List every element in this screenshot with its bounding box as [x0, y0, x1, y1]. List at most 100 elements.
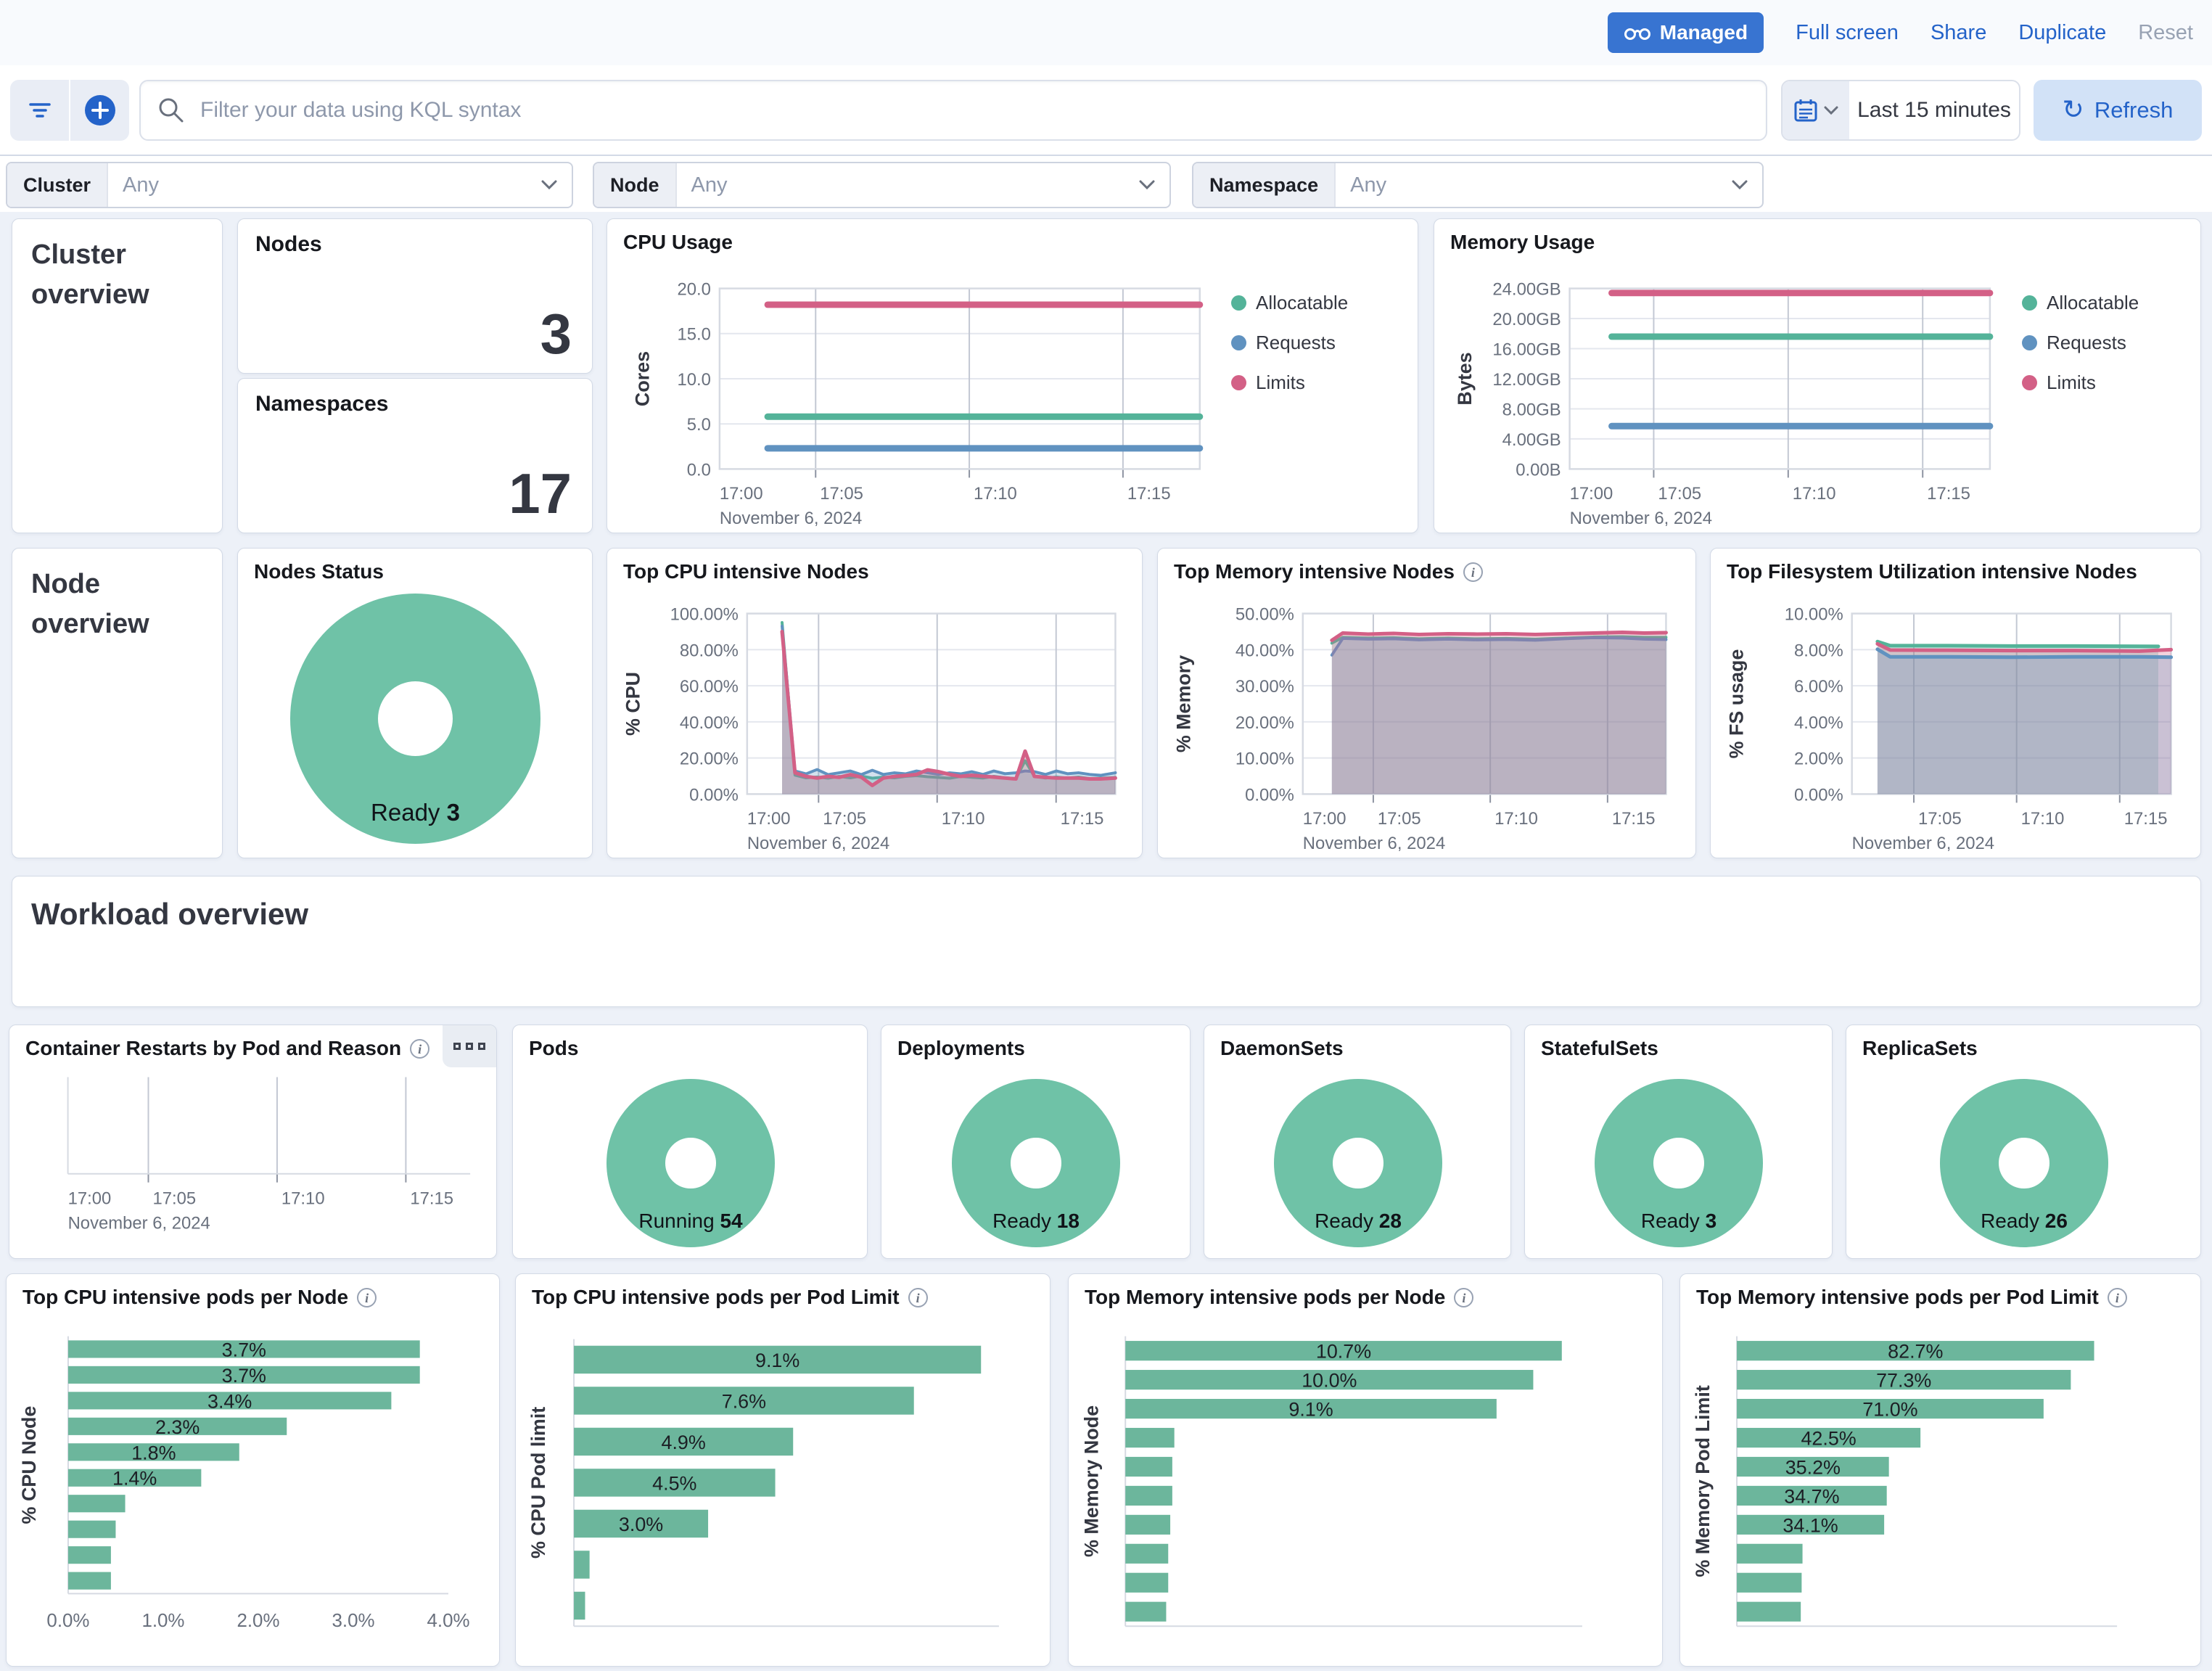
top-memory-pods-per-limit-chart[interactable]: 82.7% 77.3% 71.0% 42.5% 35.2% 34.7% 34.1% % Mem…	[1680, 1274, 2200, 1666]
svg-text:November 6, 2024: November 6, 2024	[1570, 509, 1712, 528]
svg-text:17:15: 17:15	[2124, 809, 2168, 829]
legend-item-allocatable[interactable]: Allocatable	[2022, 292, 2139, 314]
donut-hole	[665, 1138, 716, 1188]
memory-usage-panel: Memory Usage 0.00B 4.00GB 8.00GB 12.00GB 16.…	[1434, 218, 2201, 533]
kql-search-input[interactable]	[199, 97, 1750, 123]
info-icon[interactable]	[1463, 562, 1483, 582]
duplicate-button[interactable]: Duplicate	[2018, 20, 2107, 44]
top-cpu-nodes-panel: Top CPU intensive Nodes 0.00% 20.00% 40.00…	[607, 548, 1143, 858]
top-memory-pods-per-node-chart[interactable]: 10.7% 10.0% 9.1% % Memory Node	[1069, 1274, 1662, 1666]
svg-text:1.4%: 1.4%	[112, 1468, 157, 1490]
top-memory-nodes-chart[interactable]: 0.00% 10.00% 20.00% 30.00% 40.00% 50.00% 17:05…	[1158, 549, 1695, 858]
svg-text:9.1%: 9.1%	[1288, 1399, 1333, 1421]
full-screen-button[interactable]: Full screen	[1796, 20, 1899, 44]
top-cpu-pods-per-node-chart[interactable]: 3.7% 3.7% 3.4% 2.3% 1.8% 1.4% 0.0% 1.0% 2.0% 3.0%…	[7, 1274, 499, 1666]
deployments-donut[interactable]: Ready 18	[952, 1079, 1120, 1247]
nodes-metric-title: Nodes	[255, 232, 322, 256]
svg-text:10.00%: 10.00%	[1235, 750, 1294, 769]
chevron-down-icon	[1824, 106, 1838, 115]
info-icon[interactable]	[410, 1038, 430, 1059]
pods-title: Pods	[529, 1037, 579, 1059]
info-icon[interactable]	[2107, 1287, 2127, 1307]
svg-text:17:10: 17:10	[2021, 809, 2065, 829]
kql-search-box	[139, 80, 1767, 141]
statefulsets-title: StatefulSets	[1541, 1037, 1658, 1059]
svg-text:17:10: 17:10	[281, 1188, 325, 1208]
legend-dot	[1231, 335, 1246, 350]
refresh-button[interactable]: ↻ Refresh	[2034, 80, 2202, 141]
search-icon	[159, 98, 184, 123]
legend-item-requests[interactable]: Requests	[1231, 332, 1348, 354]
svg-text:42.5%: 42.5%	[1801, 1427, 1856, 1449]
top-cpu-pods-per-limit-title: Top CPU intensive pods per Pod Limit	[532, 1286, 928, 1309]
svg-text:3.4%: 3.4%	[207, 1390, 252, 1412]
container-restarts-chart[interactable]: 17:05 17:10 17:15 17:00 November 6, 2024	[9, 1025, 496, 1258]
nodes-status-donut[interactable]: Ready 3	[290, 594, 540, 844]
namespaces-metric-value: 17	[509, 461, 572, 525]
saved-filters-button[interactable]	[10, 80, 69, 141]
svg-text:2.0%: 2.0%	[237, 1611, 279, 1631]
svg-text:17:05: 17:05	[152, 1188, 196, 1208]
statefulsets-panel: StatefulSets Ready 3	[1524, 1025, 1833, 1259]
daemonsets-donut[interactable]: Ready 28	[1274, 1079, 1442, 1247]
daemonsets-label: Ready 28	[1315, 1210, 1402, 1233]
svg-text:17:00: 17:00	[747, 809, 791, 829]
info-icon[interactable]	[1454, 1287, 1474, 1307]
svg-text:% CPU: % CPU	[622, 672, 644, 736]
cluster-overview-panel: Cluster overview	[12, 218, 223, 533]
plus-circle-icon	[84, 95, 115, 126]
svg-text:% FS usage: % FS usage	[1725, 649, 1747, 759]
svg-text:24.00GB: 24.00GB	[1492, 280, 1561, 300]
svg-text:80.00%: 80.00%	[680, 641, 739, 660]
svg-text:40.00%: 40.00%	[680, 713, 739, 733]
node-filter-value: Any	[691, 173, 728, 197]
top-cpu-nodes-chart[interactable]: 0.00% 20.00% 40.00% 60.00% 80.00% 100.00% 17:0…	[607, 549, 1142, 858]
svg-text:17:00: 17:00	[1303, 809, 1346, 829]
info-icon[interactable]	[908, 1287, 928, 1307]
filter-controls	[10, 80, 129, 141]
cpu-usage-chart[interactable]: 0.0 5.0 10.0 15.0 20.0 17:05 17:10 17:15 17:00 No…	[607, 219, 1418, 533]
replicasets-label: Ready 26	[1981, 1210, 2068, 1233]
svg-text:17:15: 17:15	[1061, 809, 1104, 829]
legend-dot	[2022, 335, 2037, 350]
glasses-icon	[1624, 28, 1650, 40]
legend-item-limits[interactable]: Limits	[2022, 371, 2139, 394]
svg-text:4.9%: 4.9%	[662, 1432, 706, 1453]
filter-lines-icon	[28, 103, 51, 118]
svg-text:% CPU Node: % CPU Node	[18, 1406, 40, 1524]
managed-button[interactable]: Managed	[1607, 12, 1764, 53]
legend-item-limits[interactable]: Limits	[1231, 371, 1348, 394]
node-filter-dropdown[interactable]: Node Any	[593, 162, 1171, 208]
top-filesystem-nodes-chart[interactable]: 0.00% 2.00% 4.00% 6.00% 8.00% 10.00% 17:05 17:1…	[1711, 549, 2200, 858]
pods-donut[interactable]: Running 54	[607, 1079, 775, 1247]
share-button[interactable]: Share	[1930, 20, 1987, 44]
legend-item-requests[interactable]: Requests	[2022, 332, 2139, 354]
statefulsets-donut[interactable]: Ready 3	[1595, 1079, 1763, 1247]
replicasets-donut[interactable]: Ready 26	[1940, 1079, 2108, 1247]
svg-text:% CPU Pod limit: % CPU Pod limit	[527, 1407, 549, 1559]
svg-text:1.0%: 1.0%	[141, 1611, 184, 1631]
panel-options-button[interactable]	[443, 1025, 496, 1067]
top-cpu-pods-per-limit-chart[interactable]: 9.1% 7.6% 4.9% 4.5% 3.0% % CPU Pod limit	[516, 1274, 1050, 1666]
svg-text:20.00%: 20.00%	[680, 750, 739, 769]
node-filter-label: Node	[594, 163, 677, 207]
deployments-label: Ready 18	[992, 1210, 1080, 1233]
memory-usage-chart[interactable]: 0.00B 4.00GB 8.00GB 12.00GB 16.00GB 20.00GB 24…	[1434, 219, 2200, 533]
svg-text:17:10: 17:10	[1793, 484, 1836, 504]
top-filesystem-nodes-panel: Top Filesystem Utilization intensive Nod…	[1710, 548, 2201, 858]
svg-text:4.0%: 4.0%	[427, 1611, 469, 1631]
date-picker-button[interactable]	[1783, 81, 1849, 139]
legend-item-allocatable[interactable]: Allocatable	[1231, 292, 1348, 314]
svg-text:50.00%: 50.00%	[1235, 605, 1294, 625]
cluster-filter-dropdown[interactable]: Cluster Any	[6, 162, 573, 208]
reset-button[interactable]: Reset	[2138, 20, 2193, 44]
info-icon[interactable]	[357, 1287, 377, 1307]
svg-text:% Memory Node: % Memory Node	[1080, 1405, 1102, 1557]
time-range-label[interactable]: Last 15 minutes	[1857, 98, 2011, 122]
nodes-status-label: Ready 3	[371, 798, 460, 826]
namespace-filter-dropdown[interactable]: Namespace Any	[1192, 162, 1764, 208]
svg-text:4.00%: 4.00%	[1794, 713, 1843, 733]
svg-text:17:05: 17:05	[1918, 809, 1962, 829]
add-filter-button[interactable]	[69, 80, 129, 141]
